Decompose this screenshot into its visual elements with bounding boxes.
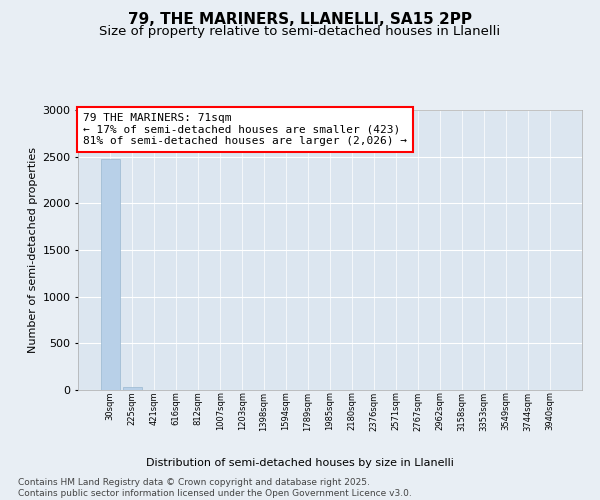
Text: Contains HM Land Registry data © Crown copyright and database right 2025.
Contai: Contains HM Land Registry data © Crown c… (18, 478, 412, 498)
Text: 79, THE MARINERS, LLANELLI, SA15 2PP: 79, THE MARINERS, LLANELLI, SA15 2PP (128, 12, 472, 28)
Text: Size of property relative to semi-detached houses in Llanelli: Size of property relative to semi-detach… (100, 25, 500, 38)
Bar (101, 158, 119, 390)
Y-axis label: Number of semi-detached properties: Number of semi-detached properties (28, 147, 38, 353)
Text: Distribution of semi-detached houses by size in Llanelli: Distribution of semi-detached houses by … (146, 458, 454, 468)
Text: 79 THE MARINERS: 71sqm
← 17% of semi-detached houses are smaller (423)
81% of se: 79 THE MARINERS: 71sqm ← 17% of semi-det… (83, 113, 407, 146)
Bar (123, 387, 142, 390)
